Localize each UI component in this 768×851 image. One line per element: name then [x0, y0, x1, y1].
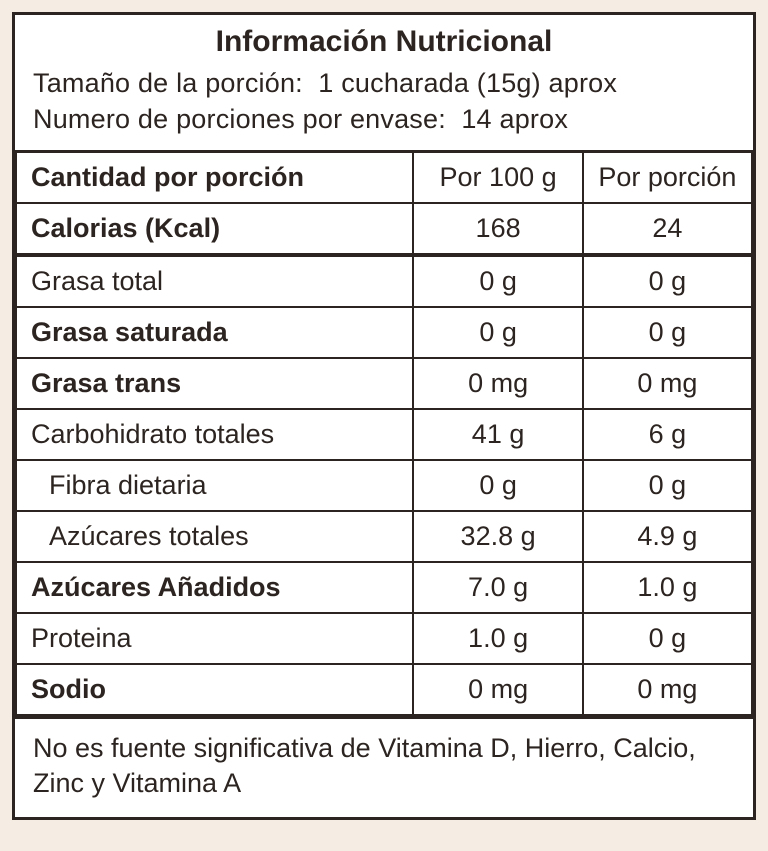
nutrient-label: Fibra dietaria — [16, 460, 413, 511]
header-section: Información Nutricional Tamaño de la por… — [15, 15, 753, 150]
nutrient-per-100g: 0 g — [413, 307, 582, 358]
nutrient-per-100g: 41 g — [413, 409, 582, 460]
nutrient-row: Fibra dietaria0 g0 g — [16, 460, 752, 511]
servings-per-container-label: Numero de porciones por envase: — [33, 104, 446, 134]
nutrient-per-serving: 1.0 g — [583, 562, 752, 613]
nutrient-label: Grasa saturada — [16, 307, 413, 358]
nutrition-facts-panel: Información Nutricional Tamaño de la por… — [12, 12, 756, 820]
nutrient-row: Sodio0 mg0 mg — [16, 664, 752, 715]
nutrient-per-serving: 0 g — [583, 255, 752, 307]
nutrient-table: Cantidad por porciónPor 100 gPor porción… — [15, 150, 753, 716]
nutrient-per-serving: 24 — [583, 203, 752, 255]
serving-size-value: 1 cucharada (15g) aprox — [318, 68, 617, 98]
nutrient-row: Grasa trans0 mg0 mg — [16, 358, 752, 409]
nutrient-per-100g: 32.8 g — [413, 511, 582, 562]
nutrient-per-serving: 4.9 g — [583, 511, 752, 562]
serving-size-line: Tamaño de la porción: 1 cucharada (15g) … — [33, 65, 735, 101]
nutrient-per-serving: 0 g — [583, 307, 752, 358]
nutrient-per-100g: 0 mg — [413, 358, 582, 409]
nutrient-table-body: Cantidad por porciónPor 100 gPor porción… — [16, 151, 752, 715]
footer-text: No es fuente significativa de Vitamina D… — [33, 733, 696, 798]
nutrient-row: Proteina1.0 g0 g — [16, 613, 752, 664]
nutrient-per-serving: 0 mg — [583, 358, 752, 409]
nutrient-label: Sodio — [16, 664, 413, 715]
nutrient-row: Azúcares totales32.8 g4.9 g — [16, 511, 752, 562]
nutrient-per-100g: 1.0 g — [413, 613, 582, 664]
nutrient-row: Grasa saturada0 g0 g — [16, 307, 752, 358]
panel-title: Información Nutricional — [33, 25, 735, 59]
nutrient-label: Azúcares totales — [16, 511, 413, 562]
nutrient-per-serving: 6 g — [583, 409, 752, 460]
nutrient-label: Carbohidrato totales — [16, 409, 413, 460]
nutrient-per-100g: 168 — [413, 203, 582, 255]
nutrient-per-serving: 0 g — [583, 460, 752, 511]
nutrient-label: Grasa trans — [16, 358, 413, 409]
nutrient-per-100g: 0 g — [413, 255, 582, 307]
nutrient-per-serving: 0 mg — [583, 664, 752, 715]
nutrient-row: Calorias (Kcal)16824 — [16, 203, 752, 255]
nutrient-label: Calorias (Kcal) — [16, 203, 413, 255]
table-header-row: Cantidad por porciónPor 100 gPor porción — [16, 151, 752, 203]
nutrient-per-100g: 7.0 g — [413, 562, 582, 613]
nutrient-label: Azúcares Añadidos — [16, 562, 413, 613]
serving-size-label: Tamaño de la porción: — [33, 68, 303, 98]
nutrient-per-serving: 0 g — [583, 613, 752, 664]
column-header-per-serving: Por porción — [583, 151, 752, 203]
nutrient-per-100g: 0 g — [413, 460, 582, 511]
servings-per-container-line: Numero de porciones por envase: 14 aprox — [33, 101, 735, 137]
servings-per-container-value: 14 aprox — [461, 104, 568, 134]
nutrient-row: Azúcares Añadidos7.0 g1.0 g — [16, 562, 752, 613]
column-header-label: Cantidad por porción — [16, 151, 413, 203]
nutrient-label: Grasa total — [16, 255, 413, 307]
nutrient-per-100g: 0 mg — [413, 664, 582, 715]
footer-section: No es fuente significativa de Vitamina D… — [15, 716, 753, 817]
column-header-per-100g: Por 100 g — [413, 151, 582, 203]
nutrient-row: Grasa total0 g0 g — [16, 255, 752, 307]
nutrient-label: Proteina — [16, 613, 413, 664]
nutrient-row: Carbohidrato totales41 g6 g — [16, 409, 752, 460]
